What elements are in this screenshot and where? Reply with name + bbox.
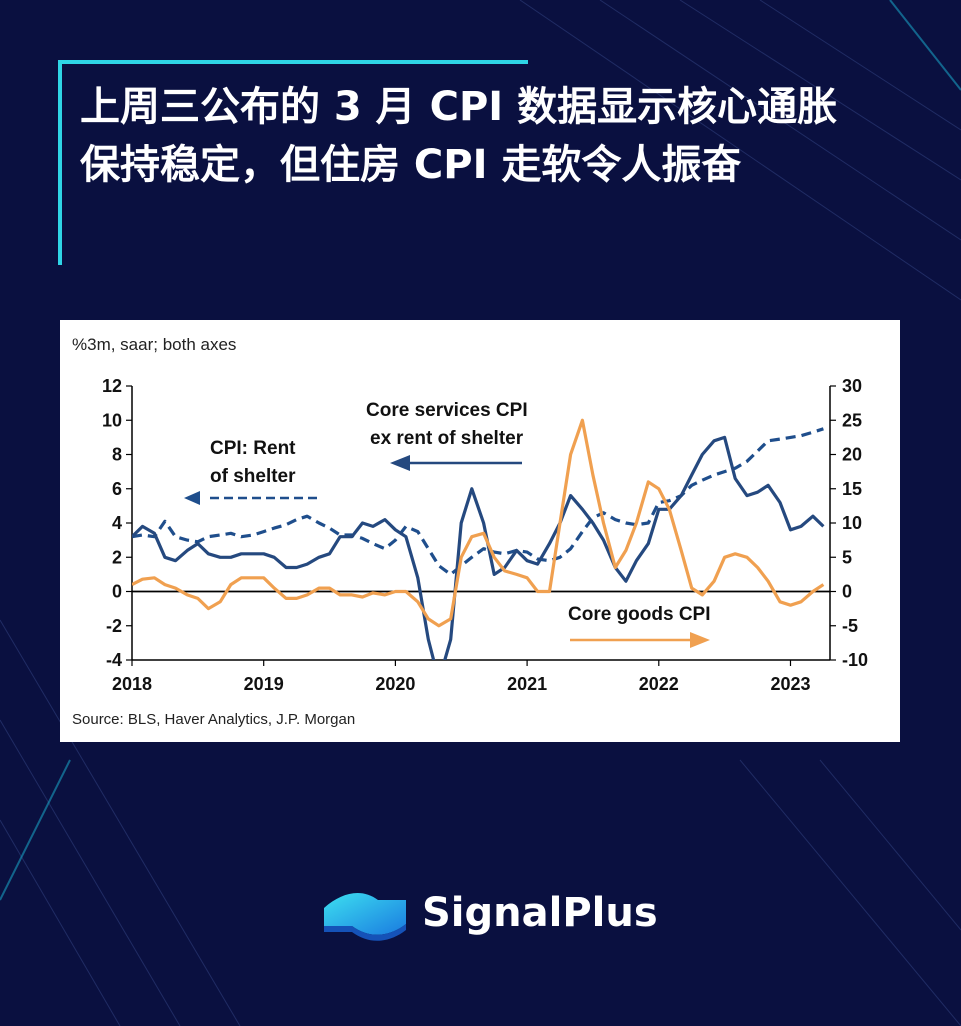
annotation-rent-arrowhead [184,491,200,505]
chart-source: Source: BLS, Haver Analytics, J.P. Morga… [72,711,355,728]
y-left-tick-label: 8 [112,445,122,465]
cpi-chart: %3m, saar; both axes Source: BLS, Haver A… [72,335,868,728]
y-right-tick-label: 0 [842,582,852,602]
y-right-tick-label: 25 [842,410,862,430]
title-accent-bar [58,60,528,64]
x-tick-label: 2021 [507,674,547,694]
y-left-tick-label: 10 [102,410,122,430]
y-left-tick-label: -2 [106,616,122,636]
chart-card: %3m, saar; both axes Source: BLS, Haver A… [60,320,900,742]
signalplus-wave-icon [324,893,406,941]
title-accent-sidebar [58,60,62,265]
y-right-tick-label: -5 [842,616,858,636]
y-left-tick-label: 4 [112,513,122,533]
chart-subtitle: %3m, saar; both axes [72,335,236,354]
annotation-goods-arrowhead [690,632,710,648]
x-tick-label: 2022 [639,674,679,694]
annotation-services-arrowhead [390,455,410,471]
y-right-tick-label: 5 [842,547,852,567]
core-goods-line [132,418,825,628]
y-left-tick-label: 12 [102,376,122,396]
annotation-services-line2: ex rent of shelter [370,428,524,449]
annotation-goods-label: Core goods CPI [568,604,711,625]
page-title: 上周三公布的 3 月 CPI 数据显示核心通胀保持稳定，但住房 CPI 走软令人… [80,84,838,188]
y-right-tick-label: 10 [842,513,862,533]
y-left-tick-label: 2 [112,547,122,567]
core-services-line [132,435,825,660]
rent-of-shelter-line [132,427,824,576]
x-tick-label: 2019 [244,674,284,694]
annotation-rent-line1: CPI: Rent [210,438,296,459]
y-left-tick-label: 0 [112,582,122,602]
y-left-tick-label: -4 [106,650,122,670]
brand-name: SignalPlus [422,890,658,936]
annotation-services-line1: Core services CPI [366,400,528,421]
x-tick-label: 2020 [375,674,415,694]
x-tick-label: 2018 [112,674,152,694]
y-left-tick-label: 6 [112,479,122,499]
y-right-tick-label: -10 [842,650,868,670]
y-right-tick-label: 30 [842,376,862,396]
y-right-tick-label: 20 [842,445,862,465]
x-tick-label: 2023 [770,674,810,694]
brand-logo: SignalPlus [322,880,658,950]
annotation-rent-line2: of shelter [210,466,296,487]
y-right-tick-label: 15 [842,479,862,499]
